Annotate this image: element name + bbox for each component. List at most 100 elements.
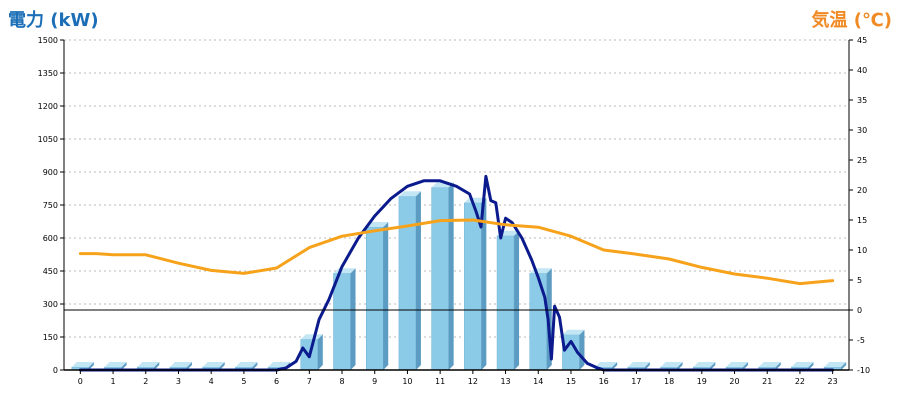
x-tick-label: 2 xyxy=(143,377,148,386)
x-tick-label: 9 xyxy=(372,377,377,386)
left-tick-label: 0 xyxy=(53,366,58,375)
x-tick-label: 17 xyxy=(631,377,641,386)
bar-top xyxy=(169,362,192,367)
left-tick-label: 150 xyxy=(43,333,58,342)
bar-side xyxy=(710,362,716,370)
right-tick-label: 40 xyxy=(857,66,867,75)
bar xyxy=(464,202,482,371)
bar-side xyxy=(448,182,454,370)
bar-side xyxy=(415,191,421,370)
left-tick-label: 600 xyxy=(43,234,58,243)
right-tick-label: 0 xyxy=(857,306,862,315)
bar-top xyxy=(137,362,160,367)
right-tick-label: -5 xyxy=(857,336,865,345)
bar-side xyxy=(612,362,618,370)
x-tick-label: 0 xyxy=(78,377,83,386)
right-tick-label: 20 xyxy=(857,186,867,195)
bar-side xyxy=(88,362,94,370)
x-tick-label: 8 xyxy=(339,377,344,386)
bar-top xyxy=(627,362,650,367)
bar-side xyxy=(841,362,847,370)
bar-top xyxy=(235,362,258,367)
bar-top xyxy=(71,362,94,367)
bar xyxy=(529,272,548,371)
line-series xyxy=(78,174,835,372)
power-line xyxy=(78,174,835,372)
axes xyxy=(60,39,853,374)
bar-side xyxy=(743,362,749,370)
left-tick-label: 1350 xyxy=(38,69,58,78)
left-tick-label: 900 xyxy=(43,168,58,177)
bar-side xyxy=(350,268,356,370)
bar-side xyxy=(514,230,520,370)
left-tick-label: 750 xyxy=(43,201,58,210)
x-tick-label: 18 xyxy=(664,377,674,386)
x-tick-label: 11 xyxy=(435,377,445,386)
right-tick-label: -10 xyxy=(857,366,870,375)
bar-side xyxy=(808,362,814,370)
bar xyxy=(431,187,449,371)
x-tick-label: 14 xyxy=(533,377,543,386)
right-tick-label: 30 xyxy=(857,126,867,135)
bar-top xyxy=(268,362,291,367)
bar-side xyxy=(219,362,225,370)
bar-top xyxy=(398,191,421,197)
right-tick-label: 35 xyxy=(857,96,867,105)
left-tick-label: 450 xyxy=(43,267,58,276)
bar-top xyxy=(595,362,618,367)
x-tick-label: 12 xyxy=(468,377,478,386)
bar-side xyxy=(644,362,650,370)
x-tick-label: 10 xyxy=(402,377,412,386)
x-tick-label: 1 xyxy=(111,377,116,386)
bar-side xyxy=(677,362,683,370)
temperature-line xyxy=(78,218,835,286)
left-axis-title: 電力 (kW) xyxy=(8,10,99,31)
x-tick-label: 21 xyxy=(762,377,772,386)
right-tick-label: 45 xyxy=(857,36,867,45)
grid-lines xyxy=(64,39,849,338)
x-tick-label: 3 xyxy=(176,377,181,386)
bar-top xyxy=(366,222,389,227)
x-tick-label: 16 xyxy=(599,377,609,386)
bar-side xyxy=(154,362,160,370)
bar-top xyxy=(300,334,323,340)
bar xyxy=(333,272,351,371)
x-tick-label: 13 xyxy=(500,377,510,386)
bar-top xyxy=(791,362,814,367)
bar-top xyxy=(562,329,585,335)
bar-side xyxy=(383,222,389,370)
left-tick-label: 1200 xyxy=(38,102,58,111)
bar xyxy=(398,195,417,371)
bar-side xyxy=(775,362,781,370)
right-axis-title: 気温 (℃) xyxy=(811,10,892,31)
right-tick-label: 15 xyxy=(857,216,867,225)
left-tick-label: 1500 xyxy=(38,36,58,45)
x-tick-label: 4 xyxy=(209,377,214,386)
bar-side xyxy=(481,197,487,370)
x-tick-label: 5 xyxy=(241,377,246,386)
right-tick-label: 5 xyxy=(857,276,862,285)
x-tick-label: 23 xyxy=(828,377,838,386)
bar-side xyxy=(579,329,585,370)
x-tick-label: 7 xyxy=(307,377,312,386)
bar-side xyxy=(186,362,192,370)
bar-top xyxy=(464,197,487,203)
x-tick-label: 22 xyxy=(795,377,805,386)
x-tick-label: 6 xyxy=(274,377,279,386)
bar-side xyxy=(121,362,127,370)
bar-top xyxy=(660,362,683,367)
bar xyxy=(365,226,384,371)
tick-labels: 01503004506007509001050120013501500-10-5… xyxy=(38,36,870,386)
right-tick-label: 10 xyxy=(857,246,867,255)
x-tick-label: 20 xyxy=(729,377,739,386)
bar-side xyxy=(252,362,258,370)
x-tick-label: 19 xyxy=(697,377,707,386)
bar-top xyxy=(104,362,127,367)
x-tick-label: 15 xyxy=(566,377,576,386)
bar xyxy=(496,235,515,371)
left-tick-label: 300 xyxy=(43,300,58,309)
bar-top xyxy=(726,362,749,367)
bar-top xyxy=(758,362,781,367)
bar-top xyxy=(824,362,847,367)
